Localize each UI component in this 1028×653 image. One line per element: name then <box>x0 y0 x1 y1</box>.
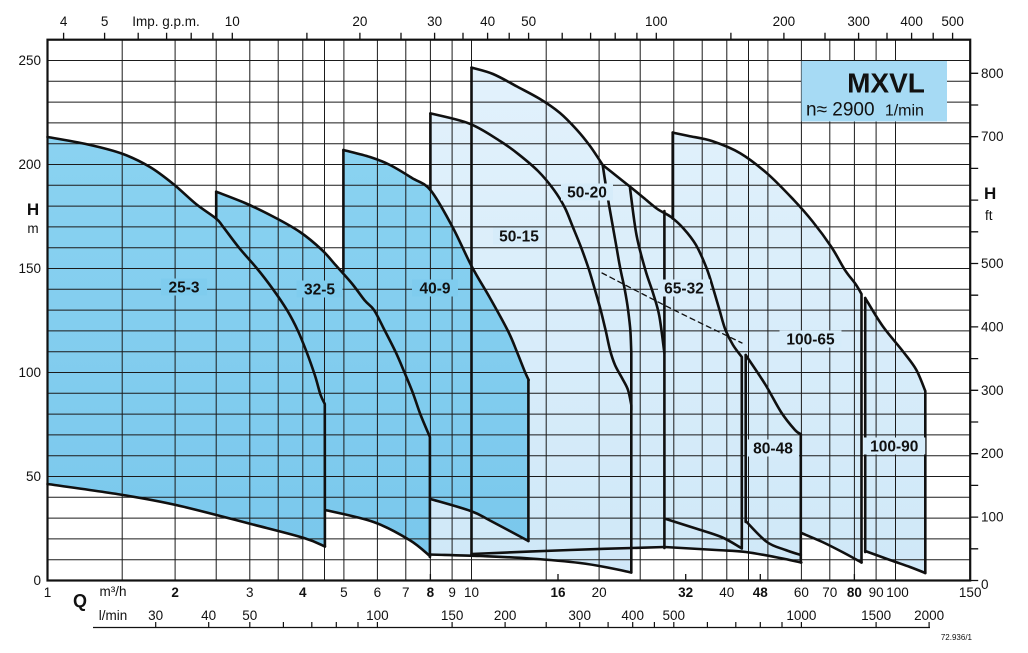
svg-text:500: 500 <box>663 608 686 623</box>
svg-text:500: 500 <box>941 14 964 29</box>
svg-text:50-20: 50-20 <box>567 185 607 202</box>
svg-text:500: 500 <box>981 256 1004 271</box>
svg-text:32-5: 32-5 <box>304 282 335 299</box>
svg-text:Imp. g.p.m.: Imp. g.p.m. <box>132 14 200 29</box>
svg-text:400: 400 <box>621 608 644 623</box>
svg-text:16: 16 <box>550 585 566 600</box>
svg-text:0: 0 <box>33 573 41 588</box>
svg-text:10: 10 <box>225 14 240 29</box>
svg-text:m³/h: m³/h <box>100 584 127 599</box>
svg-text:90: 90 <box>869 585 884 600</box>
svg-text:50-15: 50-15 <box>499 229 539 246</box>
svg-text:300: 300 <box>847 14 870 29</box>
svg-text:60: 60 <box>794 585 809 600</box>
svg-text:7: 7 <box>402 585 410 600</box>
svg-text:4: 4 <box>60 14 68 29</box>
svg-text:300: 300 <box>568 608 591 623</box>
svg-text:1: 1 <box>44 585 52 600</box>
svg-text:200: 200 <box>18 157 41 172</box>
svg-text:200: 200 <box>773 14 796 29</box>
svg-text:72.936/1: 72.936/1 <box>941 633 973 642</box>
svg-text:H: H <box>984 184 996 203</box>
svg-text:4: 4 <box>299 585 307 600</box>
svg-text:5: 5 <box>101 14 109 29</box>
svg-text:65-32: 65-32 <box>664 281 704 298</box>
svg-text:100-65: 100-65 <box>786 332 835 349</box>
svg-text:100: 100 <box>645 14 668 29</box>
svg-text:2000: 2000 <box>914 608 944 623</box>
svg-text:80: 80 <box>847 585 862 600</box>
svg-text:20: 20 <box>592 585 607 600</box>
svg-text:30: 30 <box>427 14 442 29</box>
svg-text:200: 200 <box>494 608 517 623</box>
svg-text:40: 40 <box>719 585 734 600</box>
svg-text:3: 3 <box>246 585 254 600</box>
svg-text:40: 40 <box>480 14 495 29</box>
svg-text:Q: Q <box>73 591 87 611</box>
svg-text:100: 100 <box>981 510 1004 525</box>
svg-text:20: 20 <box>352 14 367 29</box>
svg-text:70: 70 <box>822 585 837 600</box>
svg-text:0: 0 <box>981 577 989 592</box>
svg-text:2: 2 <box>171 585 179 600</box>
svg-text:150: 150 <box>441 608 464 623</box>
svg-text:32: 32 <box>678 585 693 600</box>
svg-text:ft: ft <box>985 208 993 223</box>
svg-text:400: 400 <box>981 319 1004 334</box>
svg-text:50: 50 <box>26 469 41 484</box>
svg-text:100: 100 <box>18 365 41 380</box>
svg-text:100: 100 <box>366 608 389 623</box>
svg-text:100: 100 <box>886 585 909 600</box>
svg-text:80-48: 80-48 <box>753 441 793 458</box>
svg-text:6: 6 <box>374 585 382 600</box>
svg-text:700: 700 <box>981 129 1004 144</box>
svg-text:150: 150 <box>959 585 982 600</box>
svg-text:400: 400 <box>900 14 923 29</box>
svg-text:1500: 1500 <box>861 608 891 623</box>
svg-text:800: 800 <box>981 66 1004 81</box>
svg-text:m: m <box>27 221 38 236</box>
svg-text:8: 8 <box>427 585 435 600</box>
svg-text:50: 50 <box>521 14 536 29</box>
svg-text:100-90: 100-90 <box>870 439 918 456</box>
svg-text:n≈ 2900 1/min: n≈ 2900 1/min <box>806 100 924 121</box>
svg-text:250: 250 <box>18 53 41 68</box>
svg-text:25-3: 25-3 <box>168 280 199 297</box>
svg-text:48: 48 <box>753 585 769 600</box>
svg-text:10: 10 <box>464 585 479 600</box>
svg-text:50: 50 <box>242 608 257 623</box>
svg-text:40-9: 40-9 <box>419 281 450 298</box>
svg-text:200: 200 <box>981 446 1004 461</box>
svg-text:1000: 1000 <box>786 608 816 623</box>
svg-text:300: 300 <box>981 383 1004 398</box>
svg-text:l/min: l/min <box>99 608 128 623</box>
svg-text:40: 40 <box>201 608 216 623</box>
svg-text:150: 150 <box>18 261 41 276</box>
svg-text:30: 30 <box>148 608 163 623</box>
svg-text:9: 9 <box>448 585 456 600</box>
svg-text:H: H <box>27 200 39 219</box>
svg-text:5: 5 <box>340 585 348 600</box>
svg-text:MXVL: MXVL <box>847 68 925 99</box>
